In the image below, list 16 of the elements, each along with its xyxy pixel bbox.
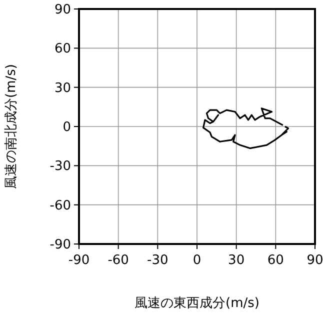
y-tick-label: -60	[50, 198, 71, 214]
y-tick-label: 0	[62, 120, 71, 135]
x-tick-label: 30	[228, 253, 245, 268]
y-tick-label: -30	[50, 159, 71, 174]
x-tick-label: -90	[68, 253, 90, 268]
y-tick-label: 30	[54, 80, 71, 96]
y-axis-title: 風速の南北成分(m/s)	[4, 64, 19, 189]
x-tick-label: 60	[267, 253, 284, 268]
x-axis-title: 風速の東西成分(m/s)	[134, 296, 260, 311]
x-tick-label: -30	[147, 253, 168, 268]
x-tick-label: 0	[192, 253, 202, 268]
y-tick-label: 90	[54, 2, 71, 18]
x-tick-label: -60	[108, 253, 129, 268]
y-tick-label: 60	[54, 42, 71, 57]
y-tick-label: -90	[50, 238, 71, 252]
x-tick-label: 90	[306, 253, 323, 268]
